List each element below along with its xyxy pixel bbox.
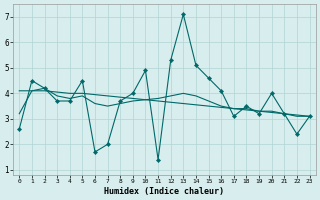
X-axis label: Humidex (Indice chaleur): Humidex (Indice chaleur) [104, 187, 224, 196]
